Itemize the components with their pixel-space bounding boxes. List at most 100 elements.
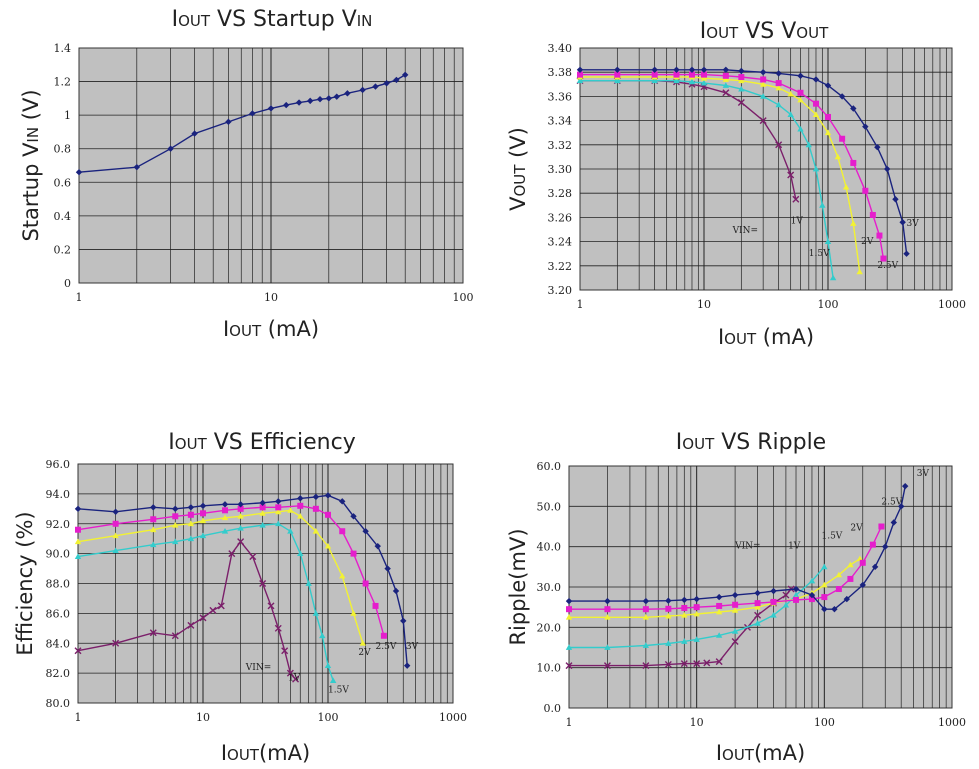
data-point-1-5v [797,125,804,132]
data-point-2v [187,520,195,527]
data-point-1-5v [651,77,658,84]
data-point-3v [74,505,82,513]
data-point-1 [295,99,303,106]
data-point-3v [824,82,832,89]
annotation-label: VIN= [245,663,271,673]
y-tick-label: 3.38 [548,66,573,79]
data-point-2-5v [847,575,854,582]
annotation-label: VIN= [734,542,760,552]
x-tick-label: 100 [814,716,835,729]
annotation-label: 1.5V [821,532,842,542]
data-point-2v [312,528,320,534]
chart-title: IOUT VS Startup VIN [172,7,373,32]
y-tick-label: 30.0 [537,581,562,594]
data-point-1-5v [150,541,157,548]
y-tick-label: 94.0 [46,488,71,501]
y-tick-label: 92.0 [46,518,71,531]
data-point-1 [267,105,275,112]
y-tick-label: 3.28 [548,187,573,200]
data-point-2-5v [75,526,81,533]
data-point-1v [259,580,267,587]
data-point-1 [249,110,256,117]
y-tick-label: 3.36 [548,90,573,103]
data-point-2v [604,614,611,620]
y-tick-label: 82.0 [46,667,71,680]
data-point-2-5v [172,513,179,520]
data-point-2-5v [850,159,857,166]
data-point-2v [665,612,672,619]
data-point-1v [792,195,800,203]
data-point-1v [722,89,730,97]
annotation-label: 3V [907,219,920,229]
data-point-1 [402,71,409,79]
data-point-3v [859,581,866,589]
data-point-3v [350,513,357,520]
x-tick-label: 1 [577,298,584,311]
x-tick-label: 100 [453,291,474,304]
data-point-3v [792,585,800,593]
data-point-1-5v [614,77,621,84]
data-point-3v [312,493,320,501]
data-point-3v [770,587,777,595]
data-point-1-5v [770,612,777,618]
data-point-3v [400,617,407,625]
data-point-1-5v [112,547,119,554]
data-point-3v [339,498,346,505]
data-point-2v [112,532,119,539]
annotation-label: 2V [850,524,863,534]
data-point-1v [209,606,217,614]
data-point-2-5v [642,606,649,613]
data-point-2v [221,514,229,521]
data-point-2-5v [869,211,876,218]
data-point-3v [688,66,696,73]
data-point-2-5v [825,113,831,120]
data-point-1-5v [305,580,312,586]
y-tick-label: 1 [64,109,71,122]
series-3v [74,492,411,669]
data-point-1 [344,90,351,97]
y-tick-label: 0.6 [54,176,72,189]
data-point-1-5v [604,644,611,650]
data-point-1v [171,632,179,640]
data-point-2-5v [339,528,346,535]
x-tick-label: 10 [690,716,704,729]
data-point-1-5v [275,520,282,527]
data-point-2-5v [835,586,842,593]
x-tick-label: 1000 [439,711,467,724]
data-point-2-5v [380,632,387,639]
data-point-1v [199,614,207,622]
x-tick-label: 10 [196,711,210,724]
annotation-label: VIN= [732,226,758,236]
data-point-1-5v [805,141,812,148]
data-point-1-5v [237,525,244,531]
data-point-2v [850,220,857,226]
data-point-2-5v [876,232,883,239]
x-tick-label: 1000 [938,716,966,729]
data-point-3v [187,504,195,511]
x-tick-label: 1 [75,711,82,724]
data-point-1-5v [221,528,229,534]
data-point-3v [275,498,282,505]
data-point-3v [565,597,573,605]
data-point-2-5v [839,135,846,142]
data-point-2-5v [693,604,700,611]
data-point-2-5v [237,505,244,512]
y-axis-label: Efficiency (%) [13,511,37,655]
data-point-2v [199,517,207,524]
data-point-1-5v [688,78,696,85]
data-point-1v [703,659,711,667]
data-point-1v [693,660,701,668]
data-point-2v [693,610,700,617]
data-point-1 [316,95,324,103]
data-point-2-5v [372,602,379,609]
annotation-label: 1.5V [809,249,830,259]
series-2-5v [577,71,887,262]
data-point-1v [217,602,225,610]
data-point-2-5v [775,80,782,87]
data-point-1-5v [824,238,832,244]
series-2v [74,507,367,646]
data-point-2-5v [880,255,887,262]
data-point-1v [292,675,300,683]
data-point-1-5v [715,632,723,638]
data-point-1-5v [812,165,820,172]
